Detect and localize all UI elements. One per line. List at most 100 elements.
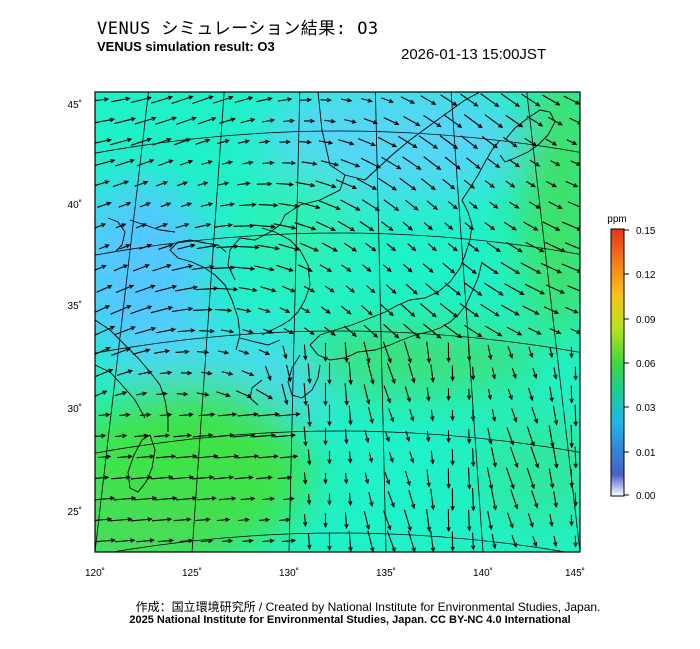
wind-arrow — [360, 157, 381, 169]
wind-arrow — [307, 533, 312, 550]
wind-arrow — [553, 491, 558, 508]
wind-arrow — [540, 262, 563, 274]
wind-arrow — [323, 383, 328, 407]
wind-arrow — [242, 328, 254, 334]
colorbar-tick-label: 0.12 — [636, 270, 656, 281]
wind-arrow — [217, 350, 230, 355]
lon-tick-label: 120˚ — [85, 567, 105, 579]
wind-arrow — [118, 201, 132, 208]
colorbar-tick-label: 0.09 — [636, 315, 656, 326]
wind-arrow — [307, 404, 312, 428]
wind-arrow — [302, 514, 308, 527]
wind-arrow — [95, 223, 107, 229]
wind-arrow — [526, 467, 535, 490]
wind-arrow — [194, 222, 212, 229]
wind-arrow — [386, 284, 397, 294]
wind-arrow — [179, 412, 194, 417]
wind-arrow — [277, 412, 301, 417]
wind-arrow — [119, 244, 131, 250]
longitude-line — [450, 92, 484, 552]
wind-arrow — [282, 538, 297, 543]
wind-arrow — [573, 404, 578, 427]
wind-arrow — [258, 203, 279, 208]
wind-arrow — [335, 179, 358, 190]
wind-arrow — [95, 158, 116, 167]
wind-arrow — [115, 223, 127, 229]
wind-arrow — [408, 489, 416, 510]
wind-arrow — [213, 475, 235, 480]
wind-arrow — [470, 409, 476, 422]
colorbar-unit: ppm — [607, 214, 626, 225]
wind-arrow — [111, 475, 131, 480]
wind-arrow — [327, 532, 332, 551]
wind-arrow — [381, 156, 402, 170]
wind-arrow — [526, 115, 544, 127]
wind-arrow — [447, 242, 458, 252]
wind-arrow — [323, 513, 328, 528]
wind-arrow — [409, 409, 415, 422]
lon-tick-label: 130˚ — [279, 567, 299, 579]
title-japanese: VENUS シミュレーション結果: O3 — [97, 19, 379, 39]
wind-arrow — [425, 283, 440, 296]
wind-arrow — [214, 223, 234, 228]
wind-arrow — [133, 496, 158, 501]
wind-arrow — [364, 429, 370, 444]
wind-arrow — [464, 222, 475, 231]
wind-arrow — [528, 327, 542, 335]
wind-arrow — [542, 94, 561, 106]
wind-arrow — [570, 160, 580, 166]
wind-arrow — [201, 371, 213, 376]
wind-arrow — [320, 97, 332, 103]
wind-arrow — [405, 199, 419, 211]
wind-arrow — [95, 138, 112, 144]
wind-arrow — [491, 367, 497, 380]
wind-arrow — [450, 488, 455, 512]
lat-tick-label: 45˚ — [68, 99, 82, 111]
wind-arrow — [400, 303, 416, 318]
wind-vectors — [95, 93, 580, 552]
wind-arrow — [569, 469, 574, 488]
wind-arrow — [110, 305, 132, 315]
colorbar-tick-label: 0.06 — [636, 359, 656, 370]
wind-arrow — [216, 517, 231, 522]
wind-arrow — [323, 326, 336, 336]
wind-arrow — [573, 492, 578, 507]
wind-arrow — [524, 283, 546, 295]
wind-arrow — [294, 222, 317, 231]
wind-arrow — [357, 138, 376, 147]
wind-arrow — [257, 244, 281, 251]
wind-arrow — [195, 138, 211, 145]
wind-arrow — [263, 328, 274, 334]
wind-arrow — [505, 114, 524, 128]
wind-arrow — [232, 433, 256, 438]
wind-arrow — [192, 433, 214, 438]
wind-arrow — [152, 137, 172, 146]
wind-arrow — [176, 116, 197, 125]
wind-arrow — [503, 221, 517, 231]
colorbar-tick-label: 0.00 — [636, 491, 656, 502]
wind-arrow — [450, 449, 455, 466]
latitude-line — [110, 532, 569, 552]
wind-arrow — [343, 472, 349, 485]
wind-arrow — [531, 407, 539, 424]
wind-arrow — [254, 265, 275, 272]
wind-arrow — [549, 386, 554, 403]
wind-arrow — [173, 138, 192, 146]
wind-arrow — [111, 96, 131, 103]
wind-arrow — [443, 324, 463, 339]
wind-arrow — [319, 264, 333, 272]
wind-arrow — [383, 510, 392, 531]
wind-arrow — [366, 285, 376, 294]
wind-arrow — [260, 286, 277, 293]
wind-arrow — [258, 307, 271, 313]
wind-arrow — [95, 517, 113, 522]
wind-arrow — [404, 470, 411, 487]
wind-arrow — [430, 530, 436, 552]
wind-arrow — [344, 342, 349, 363]
wind-arrow — [511, 535, 517, 548]
wind-arrow — [201, 160, 214, 166]
wind-arrow — [427, 243, 437, 252]
wind-arrow — [383, 385, 391, 404]
wind-arrow — [345, 285, 356, 293]
wind-arrow — [487, 388, 493, 401]
